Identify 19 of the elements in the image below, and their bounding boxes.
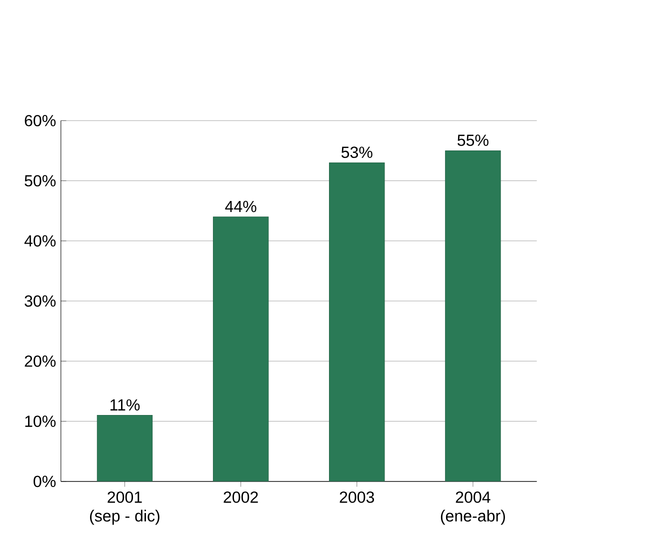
y-tick-label: 10% [25,416,56,428]
x-tick-label: 2002 [224,492,258,504]
y-tick-label: 30% [24,296,56,307]
bar [329,162,385,482]
x-tick-label: 2003 [340,492,374,504]
data-label: 11% [110,400,140,411]
y-tick-label: 60% [24,115,56,127]
data-label: 44% [225,201,256,212]
bar [445,150,501,482]
x-tick-label: 2004 (ene-abr) [440,492,505,525]
data-label: 53% [341,146,372,158]
y-tick-label: 0% [34,476,56,488]
y-tick-label: 20% [24,356,56,368]
y-tick-label: 50% [24,175,56,187]
data-label: 55% [458,134,488,146]
y-tick-label: 40% [24,235,56,247]
bar [212,216,269,482]
x-tick-label: 2001 (sep - dic) [90,492,160,525]
bar [96,415,153,482]
